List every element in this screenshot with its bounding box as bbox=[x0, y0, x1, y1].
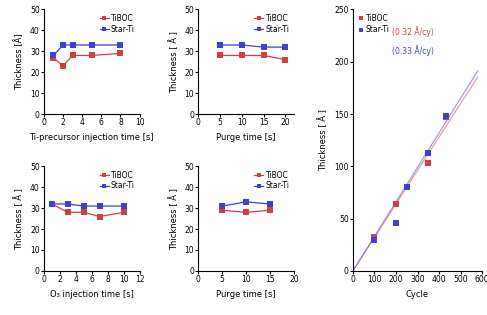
Y-axis label: Thickness [Å]: Thickness [Å] bbox=[15, 33, 24, 90]
Legend: TiBOC, Star-Ti: TiBOC, Star-Ti bbox=[99, 13, 136, 34]
X-axis label: Purge time [s]: Purge time [s] bbox=[216, 133, 276, 142]
Y-axis label: Thickness [ Å ]: Thickness [ Å ] bbox=[169, 31, 179, 93]
Y-axis label: Thickness [ Å ]: Thickness [ Å ] bbox=[169, 188, 179, 249]
Text: (0.32 Å/cy): (0.32 Å/cy) bbox=[392, 26, 433, 37]
X-axis label: O₃ injection time [s]: O₃ injection time [s] bbox=[50, 289, 133, 299]
X-axis label: Cycle: Cycle bbox=[406, 289, 429, 299]
Y-axis label: Thickness [ Å ]: Thickness [ Å ] bbox=[15, 188, 24, 249]
Legend: TiBOC, Star-Ti: TiBOC, Star-Ti bbox=[99, 170, 136, 191]
Text: (0.33 Å/cy): (0.33 Å/cy) bbox=[392, 45, 433, 56]
Legend: TiBOC, Star-Ti: TiBOC, Star-Ti bbox=[356, 13, 391, 35]
Y-axis label: Thickness [ Å ]: Thickness [ Å ] bbox=[319, 109, 329, 171]
X-axis label: Purge time [s]: Purge time [s] bbox=[216, 289, 276, 299]
Legend: TiBOC, Star-Ti: TiBOC, Star-Ti bbox=[253, 13, 290, 34]
X-axis label: Ti-precursor injection time [s]: Ti-precursor injection time [s] bbox=[29, 133, 154, 142]
Legend: TiBOC, Star-Ti: TiBOC, Star-Ti bbox=[253, 170, 290, 191]
